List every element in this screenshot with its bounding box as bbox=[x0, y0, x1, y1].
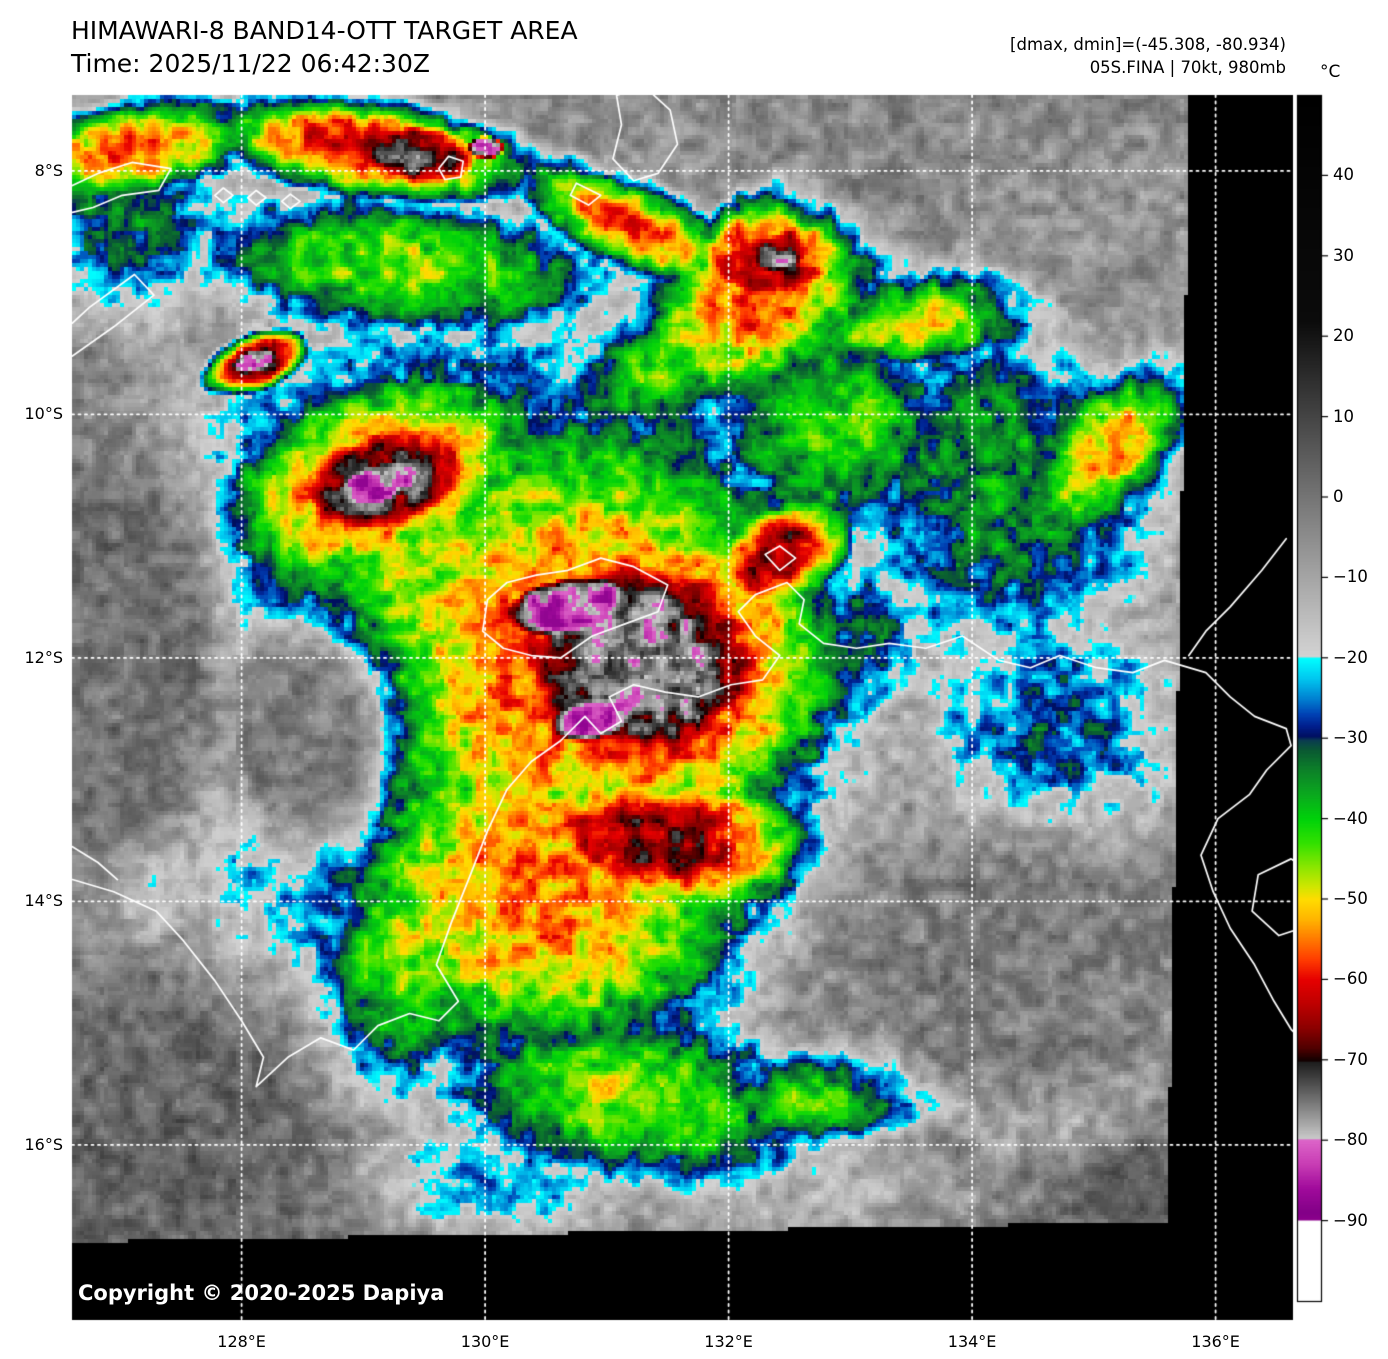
lat-tick-label: 12°S bbox=[24, 647, 63, 667]
figure-time-label: Time: 2025/11/22 06:42:30Z bbox=[71, 49, 430, 78]
colorbar-tick-label: 10 bbox=[1333, 406, 1354, 426]
colorbar-unit-label: °C bbox=[1320, 62, 1341, 82]
lat-tick-label: 14°S bbox=[24, 891, 63, 911]
colorbar-tick-label: −80 bbox=[1333, 1130, 1368, 1150]
lat-tick-label: 8°S bbox=[34, 160, 63, 180]
lon-tick-label: 128°E bbox=[217, 1332, 266, 1351]
lon-tick-label: 134°E bbox=[947, 1332, 997, 1351]
dmax-dmin-annotation: [dmax, dmin]=(-45.308, -80.934) bbox=[1010, 35, 1286, 54]
colorbar-tick-label: 20 bbox=[1333, 326, 1354, 346]
colorbar-tick-label: −30 bbox=[1333, 728, 1368, 748]
colorbar-tick-label: −10 bbox=[1333, 567, 1368, 587]
copyright-label: Copyright © 2020-2025 Dapiya bbox=[78, 1281, 445, 1305]
colorbar-tick-label: −20 bbox=[1333, 647, 1368, 667]
colorbar-tick-label: 0 bbox=[1333, 487, 1344, 506]
colorbar-tick-label: −70 bbox=[1333, 1049, 1368, 1069]
lat-tick-label: 10°S bbox=[24, 404, 63, 424]
lat-tick-label: 16°S bbox=[24, 1134, 63, 1154]
figure-title: HIMAWARI-8 BAND14-OTT TARGET AREA bbox=[71, 16, 578, 45]
lon-tick-label: 136°E bbox=[1191, 1332, 1240, 1351]
lon-tick-label: 132°E bbox=[704, 1332, 753, 1351]
colorbar-tick-label: −60 bbox=[1333, 969, 1368, 989]
colorbar-tick-label: −50 bbox=[1333, 889, 1368, 908]
colorbar-tick-label: −90 bbox=[1333, 1210, 1368, 1230]
colorbar-tick-label: 40 bbox=[1333, 165, 1354, 185]
colorbar-tick-label: −40 bbox=[1333, 808, 1368, 828]
lon-tick-label: 130°E bbox=[460, 1332, 510, 1351]
colorbar-tick-label: 30 bbox=[1333, 245, 1354, 265]
storm-info-annotation: 05S.FINA | 70kt, 980mb bbox=[1089, 58, 1286, 77]
